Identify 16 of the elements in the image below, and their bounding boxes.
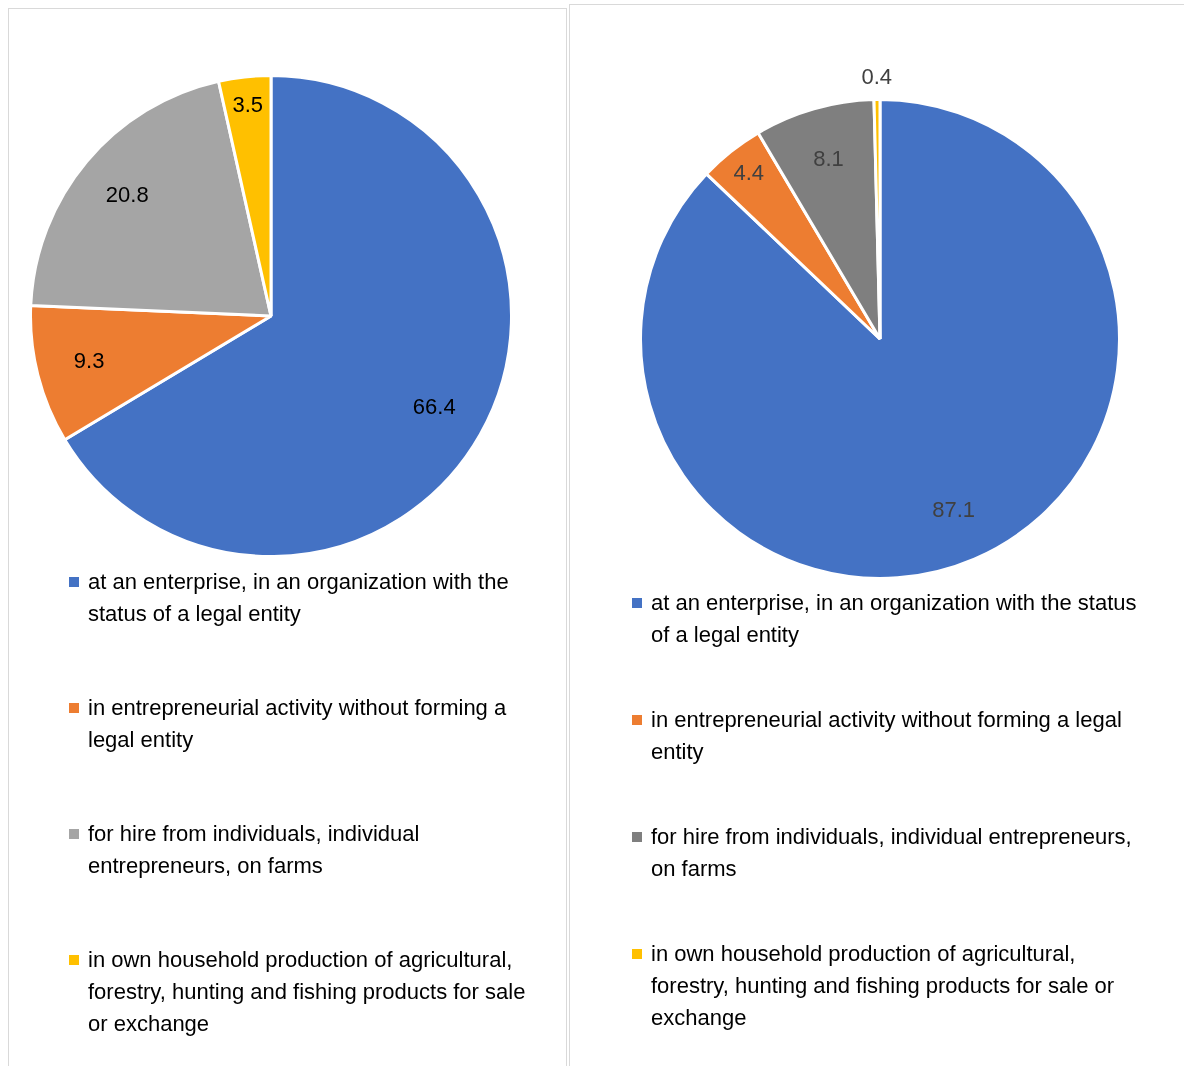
legend-label: at an enterprise, in an organization with the status of a legal entity (651, 590, 1137, 647)
legend-label: in own household production of agricultural, forestry, hunting and fishing products for sale or exchange (88, 947, 526, 1036)
data-label: 3.5 (232, 91, 264, 117)
data-label: 4.4 (733, 160, 765, 186)
data-label: 87.1 (932, 496, 976, 522)
data-label: 9.3 (73, 348, 105, 374)
legend-label: in entrepreneurial activity without forming a legal entity (651, 707, 1122, 764)
data-label: 8.1 (813, 145, 844, 171)
legend-label: in entrepreneurial activity without forming a legal entity (88, 695, 507, 752)
legend-label: for hire from individuals, individual entrepreneurs, on farms (88, 821, 420, 878)
data-label: 66.4 (412, 394, 456, 420)
data-label: 0.4 (861, 63, 893, 89)
legend-label: for hire from individuals, individual entrepreneurs, on farms (651, 824, 1132, 881)
legend-label: in own household production of agricultural, forestry, hunting and fishing products for sale or exchange (651, 941, 1115, 1030)
legend-label: at an enterprise, in an organization with the status of a legal entity (88, 569, 509, 626)
data-label: 20.8 (105, 181, 149, 207)
